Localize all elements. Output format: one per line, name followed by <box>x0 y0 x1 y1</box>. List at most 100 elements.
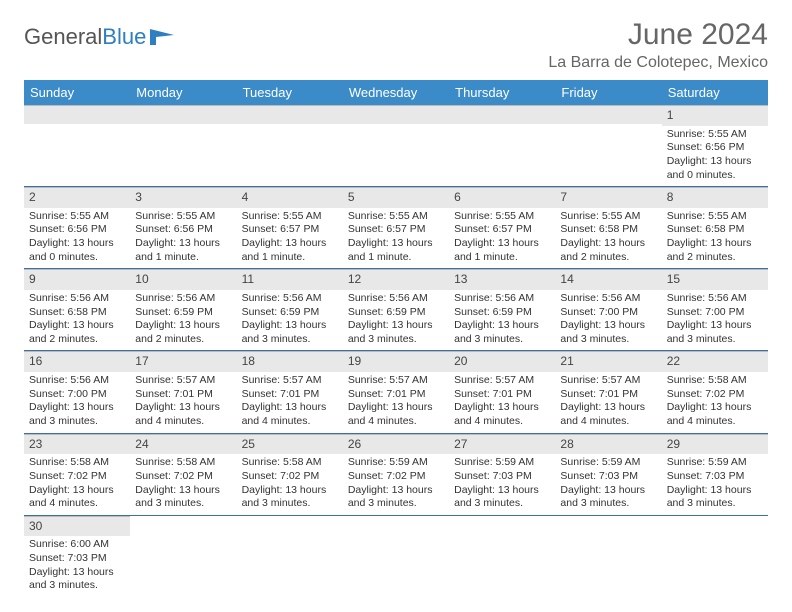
sunset-text: Sunset: 6:56 PM <box>667 141 763 155</box>
calendar-cell: 3Sunrise: 5:55 AMSunset: 6:56 PMDaylight… <box>130 187 236 269</box>
sunrise-text: Sunrise: 5:56 AM <box>135 292 231 306</box>
logo-text-2: Blue <box>102 24 146 50</box>
sunrise-text: Sunrise: 5:55 AM <box>242 210 338 224</box>
sunrise-text: Sunrise: 5:55 AM <box>667 128 763 142</box>
day-number: 10 <box>130 269 236 290</box>
sunset-text: Sunset: 7:01 PM <box>135 388 231 402</box>
day-details: Sunrise: 5:55 AMSunset: 6:56 PMDaylight:… <box>130 208 236 269</box>
sunrise-text: Sunrise: 5:58 AM <box>667 374 763 388</box>
sunrise-text: Sunrise: 5:58 AM <box>242 456 338 470</box>
weekday-header: Wednesday <box>343 80 449 105</box>
sunset-text: Sunset: 6:59 PM <box>454 306 550 320</box>
day-number: 6 <box>449 187 555 208</box>
day-number: 18 <box>237 351 343 372</box>
calendar-cell: 1Sunrise: 5:55 AMSunset: 6:56 PMDaylight… <box>662 105 768 187</box>
daylight-text: Daylight: 13 hours and 4 minutes. <box>454 401 550 428</box>
sunrise-text: Sunrise: 5:59 AM <box>560 456 656 470</box>
day-number: 20 <box>449 351 555 372</box>
sunset-text: Sunset: 7:01 PM <box>348 388 444 402</box>
day-details: Sunrise: 5:56 AMSunset: 6:58 PMDaylight:… <box>24 290 130 351</box>
calendar-cell: 18Sunrise: 5:57 AMSunset: 7:01 PMDayligh… <box>237 351 343 433</box>
day-details: Sunrise: 5:55 AMSunset: 6:56 PMDaylight:… <box>24 208 130 269</box>
daylight-text: Daylight: 13 hours and 2 minutes. <box>667 237 763 264</box>
sunrise-text: Sunrise: 5:56 AM <box>454 292 550 306</box>
calendar-cell <box>24 105 130 187</box>
calendar-body: 1Sunrise: 5:55 AMSunset: 6:56 PMDaylight… <box>24 105 768 597</box>
sunset-text: Sunset: 7:01 PM <box>560 388 656 402</box>
calendar-cell <box>237 105 343 187</box>
weekday-header: Thursday <box>449 80 555 105</box>
sunrise-text: Sunrise: 5:56 AM <box>29 374 125 388</box>
day-number: 9 <box>24 269 130 290</box>
daylight-text: Daylight: 13 hours and 2 minutes. <box>135 319 231 346</box>
sunrise-text: Sunrise: 5:56 AM <box>29 292 125 306</box>
day-details: Sunrise: 5:57 AMSunset: 7:01 PMDaylight:… <box>343 372 449 433</box>
page-header: GeneralBlue June 2024 La Barra de Colote… <box>24 18 768 72</box>
calendar-cell: 16Sunrise: 5:56 AMSunset: 7:00 PMDayligh… <box>24 351 130 433</box>
daylight-text: Daylight: 13 hours and 3 minutes. <box>242 319 338 346</box>
day-number: 21 <box>555 351 661 372</box>
calendar-week-row: 30Sunrise: 6:00 AMSunset: 7:03 PMDayligh… <box>24 515 768 597</box>
day-details: Sunrise: 5:59 AMSunset: 7:03 PMDaylight:… <box>555 454 661 515</box>
daylight-text: Daylight: 13 hours and 3 minutes. <box>454 484 550 511</box>
calendar-cell: 26Sunrise: 5:59 AMSunset: 7:02 PMDayligh… <box>343 433 449 515</box>
day-details: Sunrise: 5:55 AMSunset: 6:56 PMDaylight:… <box>662 126 768 187</box>
calendar-cell: 28Sunrise: 5:59 AMSunset: 7:03 PMDayligh… <box>555 433 661 515</box>
sunrise-text: Sunrise: 5:59 AM <box>348 456 444 470</box>
day-number: 29 <box>662 434 768 455</box>
sunset-text: Sunset: 6:58 PM <box>560 223 656 237</box>
day-details: Sunrise: 5:59 AMSunset: 7:02 PMDaylight:… <box>343 454 449 515</box>
day-number: 19 <box>343 351 449 372</box>
calendar-cell: 15Sunrise: 5:56 AMSunset: 7:00 PMDayligh… <box>662 269 768 351</box>
sunrise-text: Sunrise: 5:57 AM <box>560 374 656 388</box>
day-details: Sunrise: 5:59 AMSunset: 7:03 PMDaylight:… <box>449 454 555 515</box>
calendar-cell: 10Sunrise: 5:56 AMSunset: 6:59 PMDayligh… <box>130 269 236 351</box>
daylight-text: Daylight: 13 hours and 1 minute. <box>135 237 231 264</box>
calendar-cell: 5Sunrise: 5:55 AMSunset: 6:57 PMDaylight… <box>343 187 449 269</box>
empty-day-bar <box>24 105 130 124</box>
calendar-week-row: 1Sunrise: 5:55 AMSunset: 6:56 PMDaylight… <box>24 105 768 187</box>
sunset-text: Sunset: 7:02 PM <box>29 470 125 484</box>
calendar-cell: 14Sunrise: 5:56 AMSunset: 7:00 PMDayligh… <box>555 269 661 351</box>
day-number: 24 <box>130 434 236 455</box>
sunset-text: Sunset: 6:56 PM <box>135 223 231 237</box>
daylight-text: Daylight: 13 hours and 4 minutes. <box>242 401 338 428</box>
location-label: La Barra de Colotepec, Mexico <box>548 54 768 72</box>
month-title: June 2024 <box>548 18 768 52</box>
empty-day-bar <box>237 105 343 124</box>
calendar-week-row: 9Sunrise: 5:56 AMSunset: 6:58 PMDaylight… <box>24 269 768 351</box>
day-details: Sunrise: 5:58 AMSunset: 7:02 PMDaylight:… <box>130 454 236 515</box>
calendar-week-row: 23Sunrise: 5:58 AMSunset: 7:02 PMDayligh… <box>24 433 768 515</box>
day-number: 27 <box>449 434 555 455</box>
daylight-text: Daylight: 13 hours and 0 minutes. <box>667 155 763 182</box>
day-details: Sunrise: 5:56 AMSunset: 7:00 PMDaylight:… <box>24 372 130 433</box>
calendar-cell <box>130 515 236 597</box>
calendar-cell: 8Sunrise: 5:55 AMSunset: 6:58 PMDaylight… <box>662 187 768 269</box>
weekday-header: Sunday <box>24 80 130 105</box>
daylight-text: Daylight: 13 hours and 1 minute. <box>454 237 550 264</box>
sunrise-text: Sunrise: 5:58 AM <box>135 456 231 470</box>
day-number: 13 <box>449 269 555 290</box>
sunset-text: Sunset: 7:02 PM <box>348 470 444 484</box>
sunset-text: Sunset: 7:00 PM <box>560 306 656 320</box>
sunset-text: Sunset: 7:03 PM <box>560 470 656 484</box>
calendar-cell: 2Sunrise: 5:55 AMSunset: 6:56 PMDaylight… <box>24 187 130 269</box>
calendar-cell <box>130 105 236 187</box>
weekday-header: Monday <box>130 80 236 105</box>
empty-day-bar <box>555 105 661 124</box>
logo-text-1: General <box>24 24 102 50</box>
empty-day-bar <box>130 105 236 124</box>
calendar-cell <box>449 105 555 187</box>
day-number: 3 <box>130 187 236 208</box>
day-number: 7 <box>555 187 661 208</box>
calendar-cell: 27Sunrise: 5:59 AMSunset: 7:03 PMDayligh… <box>449 433 555 515</box>
calendar-cell: 11Sunrise: 5:56 AMSunset: 6:59 PMDayligh… <box>237 269 343 351</box>
day-details: Sunrise: 5:55 AMSunset: 6:58 PMDaylight:… <box>555 208 661 269</box>
daylight-text: Daylight: 13 hours and 4 minutes. <box>29 484 125 511</box>
day-details: Sunrise: 5:56 AMSunset: 6:59 PMDaylight:… <box>237 290 343 351</box>
sunset-text: Sunset: 7:01 PM <box>242 388 338 402</box>
sunrise-text: Sunrise: 5:57 AM <box>348 374 444 388</box>
day-number: 22 <box>662 351 768 372</box>
sunset-text: Sunset: 6:57 PM <box>454 223 550 237</box>
sunset-text: Sunset: 7:02 PM <box>667 388 763 402</box>
